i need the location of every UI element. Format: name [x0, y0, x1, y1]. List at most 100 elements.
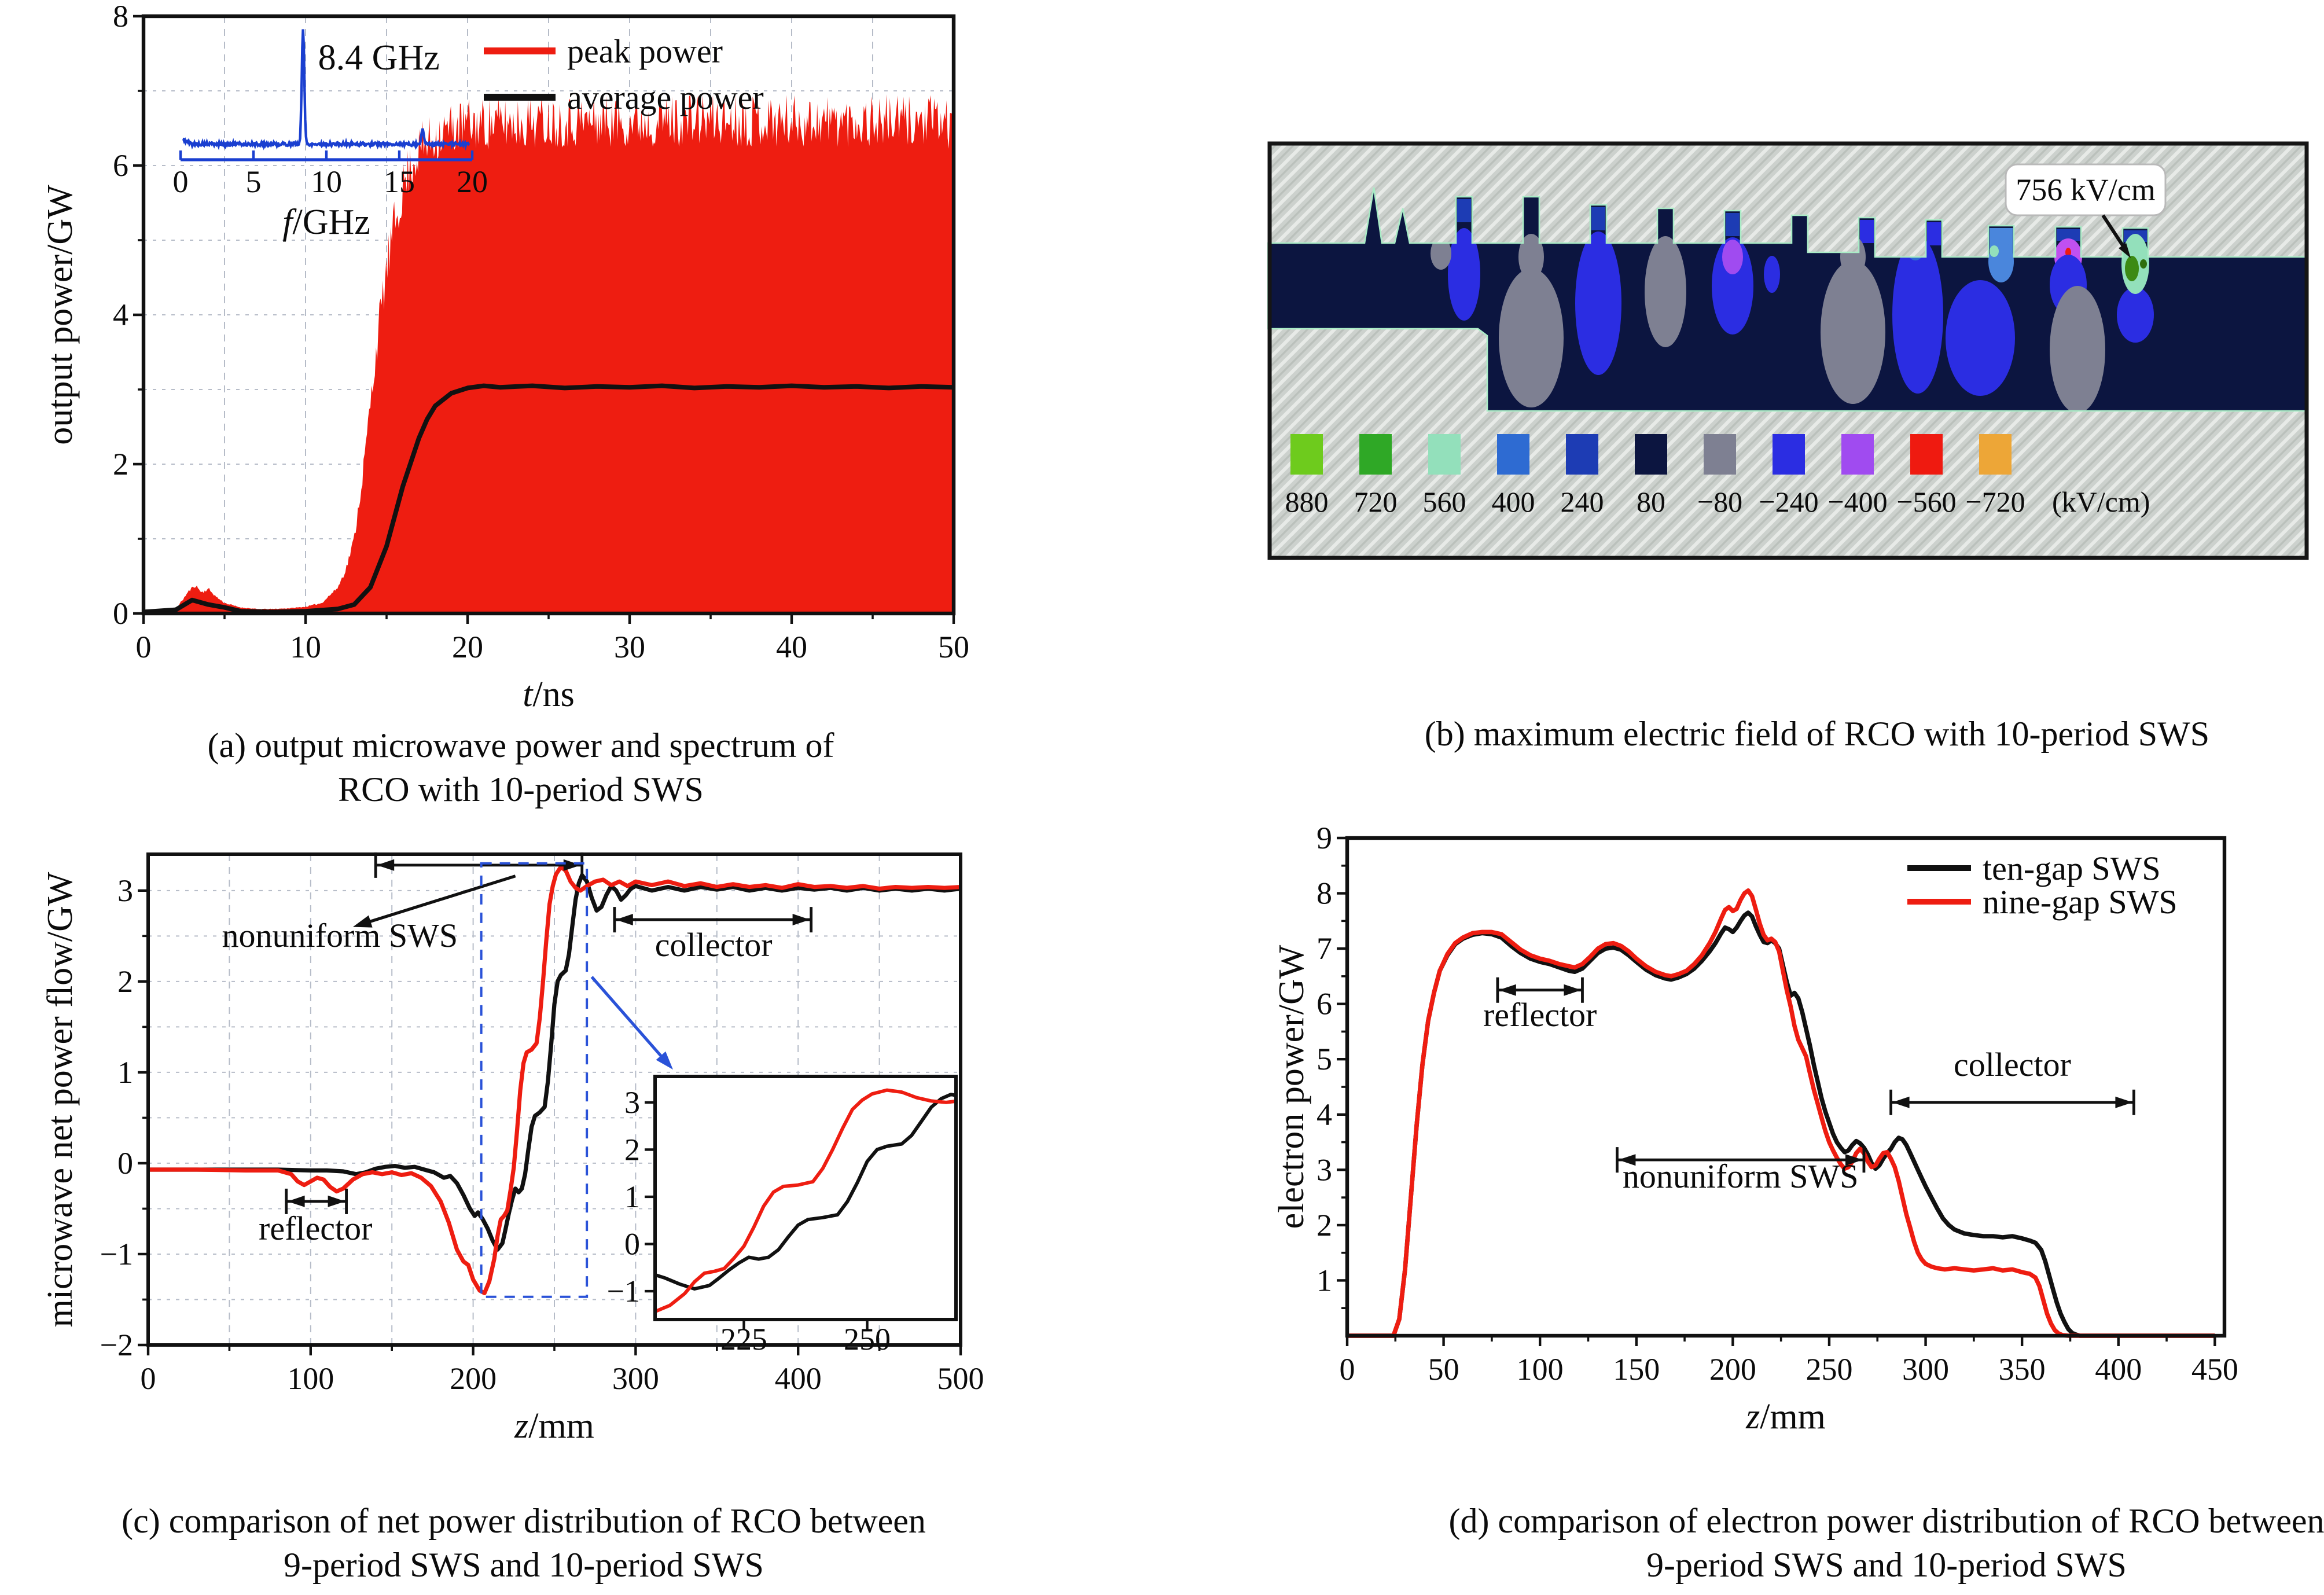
- spectrum-curve: [182, 29, 470, 151]
- annotation-span: [285, 1188, 348, 1214]
- x-tick-label: 10: [290, 630, 321, 664]
- y-tick-label: 7: [1317, 931, 1332, 966]
- field-blobs: [1332, 199, 2154, 411]
- axes: 0 100 200 300 400 500 −2 −1 0 1 2 3 z/mm microwave ne…: [41, 872, 984, 1446]
- annotation-dashrect: [480, 862, 589, 1298]
- arrowhead: [352, 915, 373, 928]
- x-axis-label: z/mm: [1745, 1397, 1826, 1436]
- arrowhead: [1498, 984, 1516, 996]
- caption-panel-b: (b) maximum electric field of RCO with 1…: [1296, 713, 2324, 757]
- x-tick-label: 40: [776, 630, 807, 664]
- arrowhead: [1618, 1154, 1636, 1166]
- annotation-arrow: [352, 874, 516, 928]
- chart-net-power-flow: 0 100 200 300 400 500 −2 −1 0 1 2 3 z/mm microwave ne…: [41, 852, 984, 1446]
- annotation-arrowhead: [2119, 243, 2131, 258]
- series-9-period-sws: [655, 1088, 956, 1314]
- y-tick-label: 4: [113, 297, 128, 332]
- spectrum-tick-label: 5: [246, 164, 262, 199]
- x-tick-label: 0: [136, 630, 152, 664]
- y-tick-label: 3: [117, 873, 133, 908]
- x-tick-label: 400: [2095, 1352, 2142, 1387]
- colorbar-unit: (kV/cm): [2052, 486, 2150, 518]
- series-nine-gap-sws: [1347, 888, 2215, 1338]
- series-group: [148, 865, 961, 1295]
- y-tick-label: 4: [1317, 1097, 1332, 1132]
- y-tick-label: 1: [1317, 1263, 1332, 1298]
- colorbar-value: −240: [1759, 486, 1818, 518]
- colorbar-value: 720: [1354, 486, 1398, 518]
- field-colorbar: 880 720 560 400 240 80 −80 −240 −400 −560 −720 (kV/…: [1285, 434, 2150, 518]
- colorbar-value: −560: [1896, 486, 1956, 518]
- y-axis-label: output power/GW: [41, 185, 80, 445]
- x-tick-label: 250: [844, 1322, 891, 1357]
- arrowhead: [1845, 1154, 1863, 1166]
- colorbar-swatch: [1566, 434, 1598, 475]
- arrowhead: [287, 1195, 305, 1207]
- colorbar-value: −720: [1965, 486, 2025, 518]
- arrowhead: [792, 914, 810, 925]
- x-tick-label: 450: [2191, 1352, 2238, 1387]
- colorbar-value: 880: [1285, 486, 1329, 518]
- caption-d-line2: 9-period SWS and 10-period SWS: [1646, 1546, 2127, 1585]
- y-tick-label: 5: [1317, 1042, 1332, 1076]
- y-tick-label: 8: [113, 0, 128, 34]
- caption-a-line2: RCO with 10-period SWS: [338, 771, 704, 809]
- colorbar-value: −80: [1697, 486, 1742, 518]
- max-field-annotation: 756 kV/cm: [2005, 163, 2167, 258]
- x-tick-label: 250: [1805, 1352, 1852, 1387]
- arrowhead: [656, 1051, 673, 1070]
- y-tick-label: 1: [624, 1179, 640, 1214]
- axes: 0 50 100 150 200 250 300 350 400 450 1 2 3 4 5 6 7 8 9 z/mm…: [1273, 822, 2238, 1436]
- arrowhead: [1564, 984, 1582, 996]
- y-tick-label: 6: [113, 148, 128, 183]
- arrowhead: [2115, 1096, 2133, 1108]
- spectrum-tick-label: 20: [457, 164, 488, 199]
- annotation-text: reflector: [259, 1210, 372, 1247]
- annotation-label: reflector: [259, 1210, 372, 1247]
- x-axis-label: z/mm: [514, 1406, 594, 1446]
- legend: peak power average power: [484, 32, 764, 116]
- caption-c-line2: 9-period SWS and 10-period SWS: [284, 1546, 764, 1585]
- colorbar-swatch: [1428, 434, 1461, 475]
- y-tick-label: −1: [607, 1274, 640, 1309]
- annotation-arrow: [590, 976, 673, 1070]
- caption-a-line1: (a) output microwave power and spectrum …: [207, 727, 834, 765]
- panel-c-plot: 0 100 200 300 400 500 −2 −1 0 1 2 3 z/mm microwave ne…: [41, 852, 984, 1446]
- x-tick-label: 20: [452, 630, 483, 664]
- x-tick-label: 200: [450, 1361, 497, 1396]
- y-tick-label: 3: [624, 1085, 640, 1120]
- plot-bg: [655, 1076, 956, 1320]
- y-tick-label: −2: [100, 1328, 133, 1362]
- arrowhead: [328, 1195, 345, 1207]
- annotation-span: [1616, 1147, 1866, 1173]
- colorbar-swatch: [1910, 434, 1943, 475]
- caption-b-line1: (b) maximum electric field of RCO with 1…: [1424, 715, 2210, 754]
- annotation-text: collector: [655, 926, 773, 964]
- spectrum-x-label: f/GHz: [282, 203, 370, 242]
- y-tick-label: −1: [100, 1237, 133, 1271]
- legend-label: peak power: [567, 32, 723, 70]
- x-tick-label: 0: [141, 1361, 156, 1396]
- y-tick-label: 0: [113, 596, 128, 631]
- colorbar-swatch: [1359, 434, 1392, 475]
- x-tick-label: 100: [1517, 1352, 1564, 1387]
- colorbar-value: 400: [1492, 486, 1535, 518]
- colorbar-swatch: [1773, 434, 1805, 475]
- x-tick-label: 50: [938, 630, 969, 664]
- y-tick-label: 9: [1317, 822, 1332, 855]
- x-tick-label: 50: [1428, 1352, 1459, 1387]
- axes: 225 250 −1 0 1 2 3: [607, 1085, 891, 1357]
- series-10-period-sws: [655, 1093, 956, 1291]
- annotation-label: nonuniform SWS: [222, 917, 458, 954]
- colorbar-value: 80: [1637, 486, 1665, 518]
- caption-panel-a: (a) output microwave power and spectrum …: [35, 725, 1007, 813]
- series-ten-gap-sws: [1347, 910, 2215, 1338]
- arrowhead: [1892, 1096, 1910, 1108]
- x-tick-label: 30: [614, 630, 645, 664]
- annotation-text: nonuniform SWS: [222, 917, 458, 954]
- annotation-box: [2005, 163, 2167, 216]
- x-tick-label: 500: [937, 1361, 984, 1396]
- annotation-span: [1889, 1089, 2135, 1115]
- spectrum-inset: 0 5 10 15 20 f/GHz 8.4 GHz: [173, 29, 488, 242]
